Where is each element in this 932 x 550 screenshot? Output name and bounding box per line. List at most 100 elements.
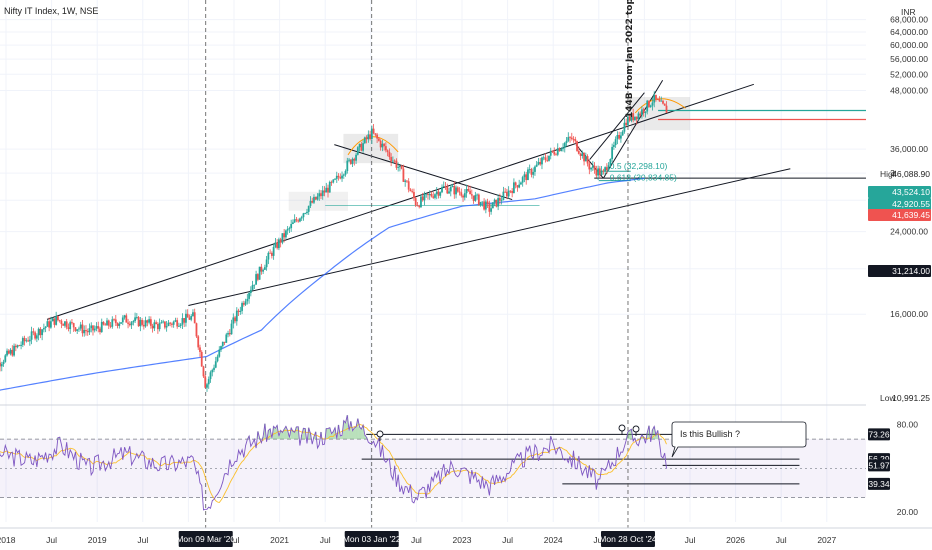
time-axis[interactable]: 2018Jul2019Jul2020Jul2021Jul2022Jul2023J… (0, 527, 932, 550)
candle-body (525, 174, 528, 181)
candle-body (276, 242, 279, 249)
candle-body (28, 339, 31, 342)
candle-body (64, 321, 66, 326)
candle-body (362, 143, 364, 151)
time-tick-label: 2019 (88, 535, 107, 545)
candle-body (195, 323, 198, 337)
price-tick-label: 24,000.00 (890, 227, 928, 237)
trend-line-lower[interactable] (188, 168, 791, 307)
candle-body (49, 321, 52, 328)
candle-body (135, 317, 138, 318)
date-marker-badge[interactable] (600, 531, 655, 547)
candle-body (304, 213, 307, 214)
rsi-badge[interactable] (868, 428, 890, 441)
candle-body (307, 205, 310, 212)
marker-icon[interactable] (632, 425, 640, 433)
candle-body (444, 186, 447, 187)
candle-body (132, 321, 135, 323)
candle-body (497, 198, 500, 207)
candle-body (663, 103, 666, 106)
candle-body (221, 341, 224, 347)
candle-body (248, 293, 250, 299)
price-badge[interactable] (896, 392, 931, 404)
candle-body (374, 133, 377, 135)
candle-body (41, 329, 44, 336)
callout-bubble[interactable] (671, 421, 807, 458)
currency-label[interactable]: INR (901, 7, 916, 17)
candle-body (230, 323, 233, 335)
candle-body (411, 191, 414, 193)
candle-body (660, 100, 663, 102)
candle-body (178, 325, 180, 327)
candle-body (495, 199, 498, 207)
price-axis[interactable]: 68,000.00 64,000.00 60,000.00 56,000.00 52,0… (866, 0, 932, 550)
candle-body (430, 194, 433, 197)
marker-icon[interactable] (376, 430, 384, 438)
candle-body (234, 317, 236, 322)
candle-body (634, 116, 636, 121)
badge-label: High (880, 169, 898, 179)
candle-body (376, 134, 379, 139)
candle-body (546, 159, 549, 161)
price-badge[interactable] (896, 168, 931, 180)
date-marker-badge[interactable] (344, 531, 399, 547)
candle-body (456, 187, 459, 192)
price-badge[interactable] (868, 209, 931, 221)
price-tick-label: 16,000.00 (890, 309, 928, 319)
rsi-badge[interactable] (868, 477, 890, 490)
candle-body (249, 289, 252, 294)
candle-body (460, 192, 463, 196)
channel-line[interactable] (602, 79, 664, 179)
candle-body (523, 174, 526, 178)
rsi-badge[interactable] (868, 459, 890, 472)
date-marker-badge[interactable] (178, 531, 233, 547)
candle-body (507, 190, 510, 197)
candle-body (193, 312, 196, 324)
time-tick-label: 2024 (544, 535, 563, 545)
candle-body (181, 318, 184, 325)
candle-body (156, 324, 159, 330)
candle-body (330, 181, 333, 183)
price-badge[interactable] (868, 186, 931, 198)
candle-body (106, 320, 108, 326)
candle-body (127, 322, 129, 324)
candle-body (420, 196, 422, 208)
candle-body (627, 116, 629, 126)
candle-body (618, 134, 621, 139)
price-badge[interactable] (868, 198, 931, 210)
candle-body (477, 194, 480, 206)
candle-body (662, 100, 664, 104)
fib-label: 0.618 (30,834.85) (610, 173, 677, 183)
callout-text: Is this Bullish ? (680, 429, 740, 439)
candle-body (92, 325, 94, 331)
candle-body (521, 177, 524, 183)
candle-body (118, 323, 121, 326)
price-badge-value: 10,991.25 (892, 393, 930, 403)
candle-body (25, 340, 28, 342)
candle-body (537, 161, 540, 165)
rsi-badge-value: 39.34 (868, 479, 890, 489)
candle-body (641, 109, 643, 116)
candle-body (586, 156, 589, 164)
candle-body (416, 205, 419, 206)
channel-line[interactable] (589, 92, 645, 160)
candle-body (383, 143, 386, 147)
candle-body (251, 285, 254, 290)
candle-body (306, 211, 308, 214)
candle-body (95, 326, 98, 329)
candle-body (162, 321, 165, 323)
annotations[interactable]: 144B from Jan 2022 top 0.5 (32,298.10) 0.6… (376, 0, 807, 458)
candle-body (484, 201, 487, 210)
candle-body (69, 322, 72, 330)
candle-body (569, 137, 571, 138)
candle-body (600, 170, 603, 176)
time-tick-label: Jul (593, 535, 604, 545)
trend-line-descending[interactable] (334, 144, 513, 201)
candle-body (88, 328, 91, 333)
marker-icon[interactable] (618, 424, 626, 432)
price-badge[interactable] (868, 265, 931, 277)
candle-body (130, 322, 133, 326)
candle-body (258, 266, 261, 280)
